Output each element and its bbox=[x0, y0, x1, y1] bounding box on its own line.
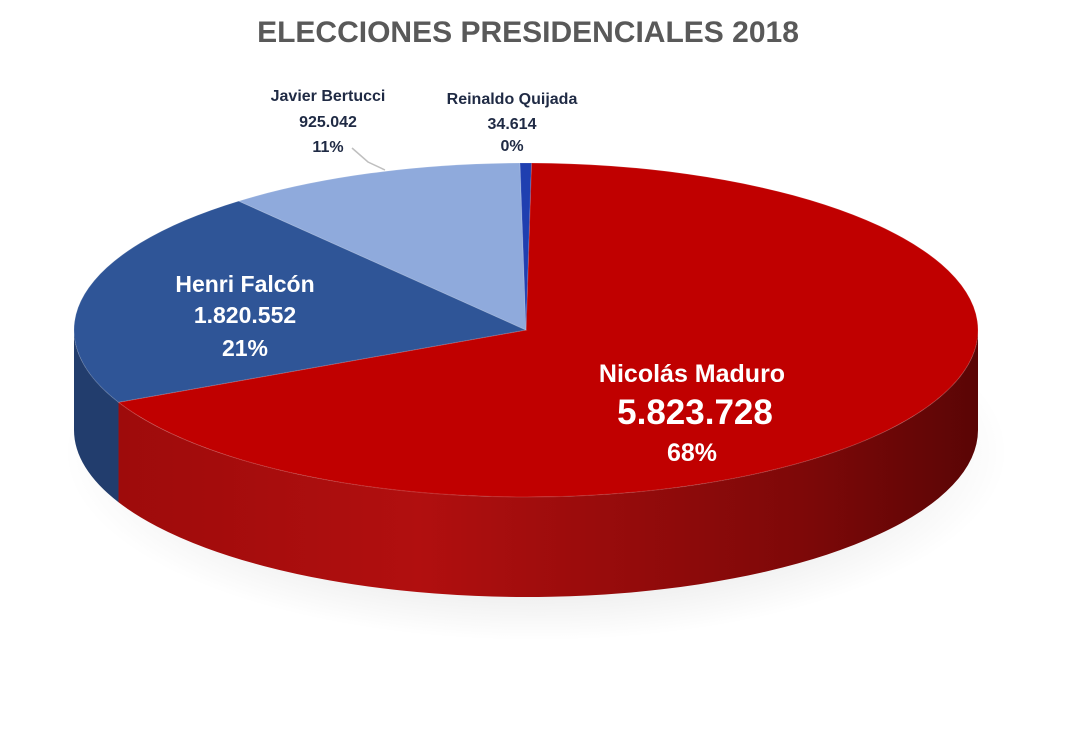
chart-title: ELECCIONES PRESIDENCIALES 2018 bbox=[257, 16, 799, 49]
slice-side-0 bbox=[118, 330, 978, 597]
label-percent-falcon: 21% bbox=[222, 335, 268, 361]
label-percent-quijada: 0% bbox=[500, 138, 523, 155]
leader-line-bertucci bbox=[351, 147, 386, 171]
label-value-bertucci: 925.042 bbox=[299, 114, 357, 131]
label-value-falcon: 1.820.552 bbox=[194, 302, 296, 328]
label-percent-maduro: 68% bbox=[667, 439, 717, 467]
label-name-falcon: Henri Falcón bbox=[175, 271, 314, 297]
data-labels: Nicolás Maduro 5.823.728 68% Henri Falcón 1.… bbox=[175, 88, 785, 467]
slice-0 bbox=[117, 162, 979, 498]
slice-1 bbox=[73, 200, 528, 403]
pie-3d bbox=[64, 162, 1008, 641]
label-name-quijada: Reinaldo Quijada bbox=[447, 91, 578, 108]
label-percent-bertucci: 11% bbox=[312, 139, 343, 156]
slice-side-1 bbox=[74, 330, 119, 503]
label-value-quijada: 34.614 bbox=[488, 116, 537, 133]
slice-2 bbox=[237, 162, 527, 331]
slice-3 bbox=[519, 162, 532, 331]
label-value-maduro: 5.823.728 bbox=[617, 393, 773, 432]
label-name-bertucci: Javier Bertucci bbox=[271, 88, 386, 105]
label-name-maduro: Nicolás Maduro bbox=[599, 360, 785, 388]
